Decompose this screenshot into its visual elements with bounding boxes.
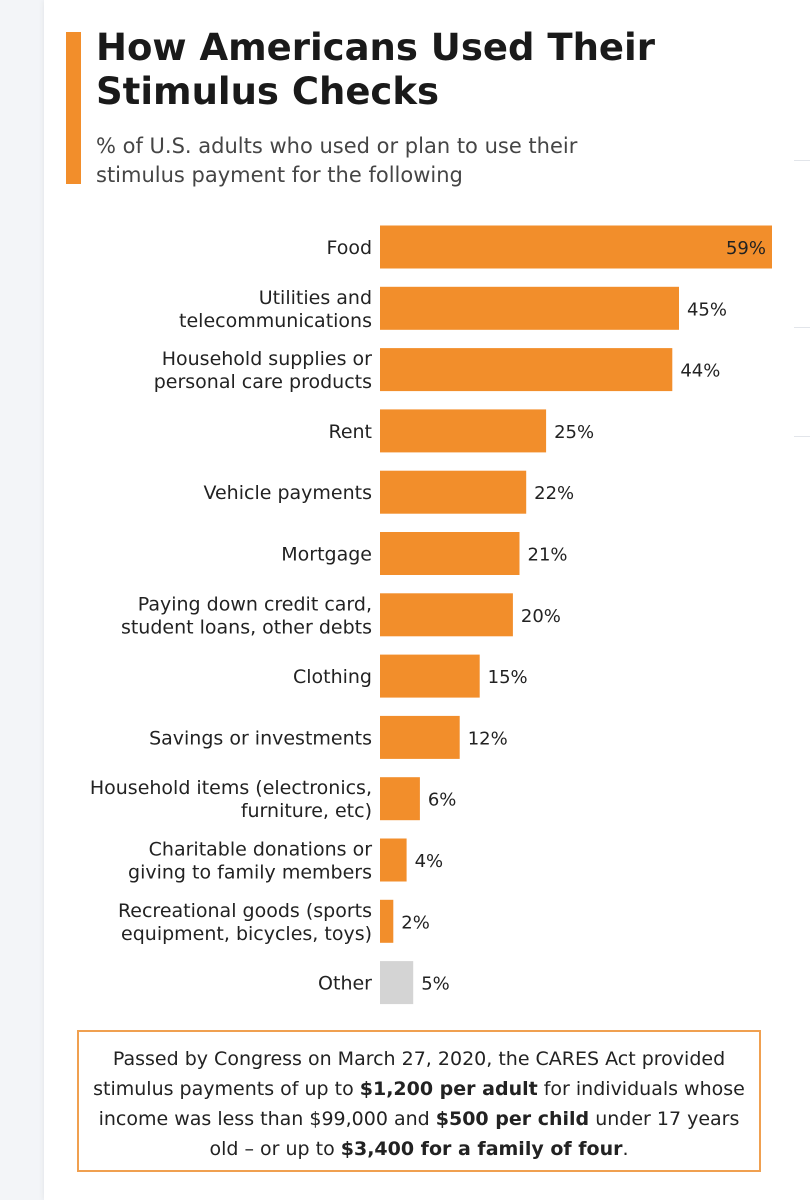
category-label: Household supplies or bbox=[162, 348, 372, 370]
value-label: 22% bbox=[534, 483, 574, 504]
value-label: 12% bbox=[468, 728, 508, 749]
bar bbox=[380, 286, 679, 330]
value-label: 4% bbox=[415, 851, 444, 872]
category-label: personal care products bbox=[154, 371, 372, 393]
category-label: telecommunications bbox=[179, 310, 372, 332]
category-label: Utilities and bbox=[259, 287, 372, 309]
category-label: Paying down credit card, bbox=[138, 593, 372, 615]
note-highlight: $500 per child bbox=[435, 1108, 590, 1130]
bar bbox=[380, 348, 673, 392]
bar bbox=[380, 409, 547, 453]
category-label: Mortgage bbox=[281, 544, 372, 566]
bar bbox=[380, 715, 460, 759]
category-label: Clothing bbox=[293, 666, 372, 688]
bar bbox=[380, 654, 480, 698]
bar bbox=[380, 470, 527, 514]
chart-title: How Americans Used Their Stimulus Checks bbox=[96, 26, 655, 113]
value-label: 6% bbox=[428, 790, 457, 811]
category-label: Household items (electronics, bbox=[90, 777, 372, 799]
category-label: giving to family members bbox=[128, 862, 372, 884]
value-label: 15% bbox=[488, 667, 528, 688]
value-label: 59% bbox=[726, 238, 766, 259]
note-text: for individuals whose income was less th… bbox=[98, 1078, 745, 1130]
category-label: furniture, etc) bbox=[241, 800, 372, 822]
value-label: 5% bbox=[421, 974, 450, 995]
category-label: Charitable donations or bbox=[149, 839, 373, 861]
bar bbox=[380, 899, 394, 943]
bar bbox=[380, 838, 407, 882]
category-label: Food bbox=[326, 237, 372, 259]
value-label: 25% bbox=[554, 422, 594, 443]
note-text: Passed by Congress on March 27, 2020, th… bbox=[93, 1048, 726, 1100]
value-label: 45% bbox=[687, 299, 727, 320]
value-label: 44% bbox=[680, 361, 720, 382]
edge-divider bbox=[794, 160, 810, 161]
bar bbox=[380, 532, 520, 575]
edge-divider bbox=[794, 436, 810, 437]
bar bbox=[380, 777, 420, 821]
note-highlight: $3,400 for a family of four bbox=[340, 1138, 623, 1160]
edge-divider bbox=[794, 327, 810, 328]
category-label: Savings or investments bbox=[149, 727, 372, 749]
category-label: Vehicle payments bbox=[203, 482, 372, 504]
category-label: Recreational goods (sports bbox=[118, 900, 372, 922]
bar bbox=[380, 961, 414, 1005]
category-label: Other bbox=[318, 973, 372, 995]
bar bbox=[380, 225, 772, 269]
value-label: 20% bbox=[521, 606, 561, 627]
category-label: student loans, other debts bbox=[121, 616, 372, 638]
note-text: under 17 years old – or up to bbox=[209, 1108, 740, 1160]
value-label: 2% bbox=[401, 912, 430, 933]
value-label: 21% bbox=[528, 545, 568, 566]
cares-act-note: Passed by Congress on March 27, 2020, th… bbox=[77, 1030, 761, 1172]
bar bbox=[380, 593, 513, 637]
note-highlight: $1,200 per adult bbox=[359, 1078, 538, 1100]
category-label: Rent bbox=[328, 421, 372, 443]
category-label: equipment, bicycles, toys) bbox=[121, 923, 372, 945]
note-text: . bbox=[622, 1138, 629, 1160]
title-accent-bar bbox=[66, 32, 81, 184]
chart-subtitle: % of U.S. adults who used or plan to use… bbox=[96, 134, 578, 187]
